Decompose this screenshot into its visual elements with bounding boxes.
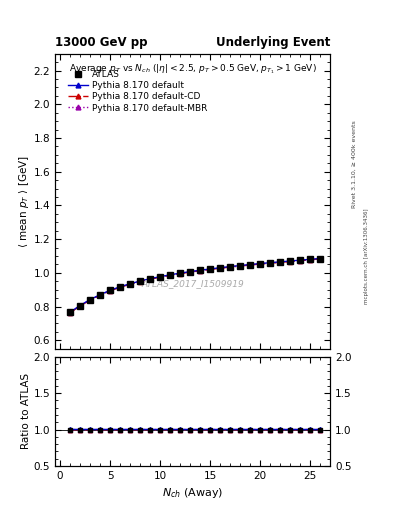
Text: Underlying Event: Underlying Event — [216, 36, 330, 49]
Text: 13000 GeV pp: 13000 GeV pp — [55, 36, 147, 49]
Text: ATLAS_2017_I1509919: ATLAS_2017_I1509919 — [141, 279, 244, 288]
Text: Rivet 3.1.10, ≥ 400k events: Rivet 3.1.10, ≥ 400k events — [352, 120, 357, 208]
Text: mcplots.cern.ch [arXiv:1306.3436]: mcplots.cern.ch [arXiv:1306.3436] — [364, 208, 369, 304]
Legend: ATLAS, Pythia 8.170 default, Pythia 8.170 default-CD, Pythia 8.170 default-MBR: ATLAS, Pythia 8.170 default, Pythia 8.17… — [65, 67, 210, 115]
Y-axis label: $\langle$ mean $p_T$ $\rangle$ [GeV]: $\langle$ mean $p_T$ $\rangle$ [GeV] — [17, 155, 31, 248]
Y-axis label: Ratio to ATLAS: Ratio to ATLAS — [21, 373, 31, 450]
X-axis label: $N_{ch}$ (Away): $N_{ch}$ (Away) — [162, 486, 223, 500]
Text: Average $p_T$ vs $N_{ch}$ ($|\eta| < 2.5$, $p_T > 0.5$ GeV, $p_{T_1} > 1$ GeV): Average $p_T$ vs $N_{ch}$ ($|\eta| < 2.5… — [69, 62, 316, 76]
